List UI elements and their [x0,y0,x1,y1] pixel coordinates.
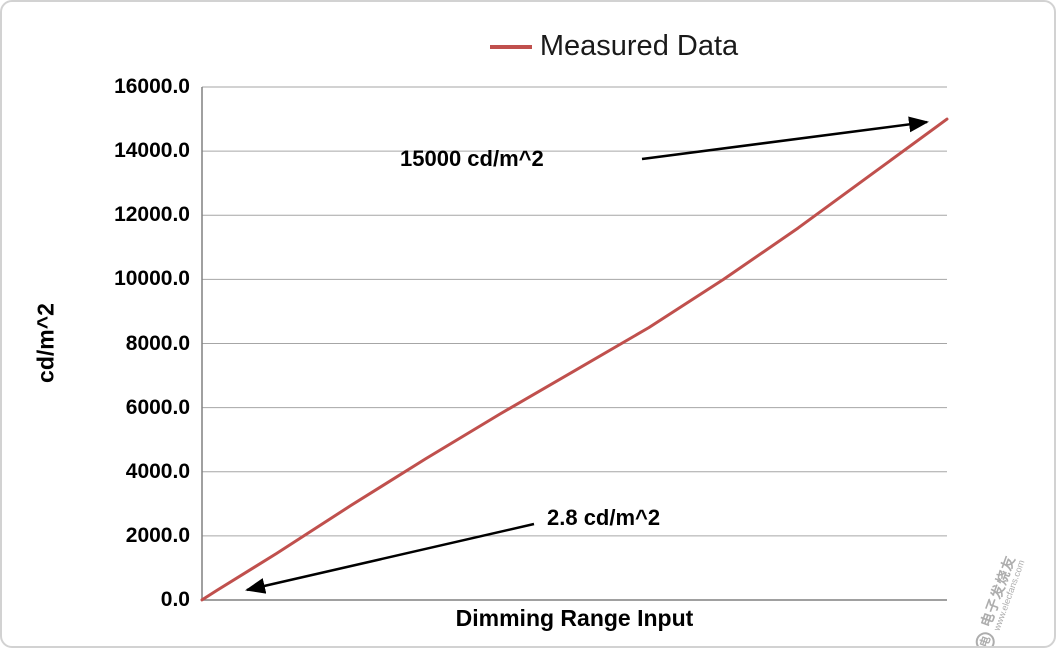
x-axis-title: Dimming Range Input [455,605,694,631]
annotation-min-luminance: 2.8 cd/m^2 [547,505,661,530]
y-tick-label: 10000.0 [114,267,190,291]
annotation-max-luminance: 15000 cd/m^2 [400,146,544,171]
legend-label: Measured Data [539,30,739,62]
y-tick-label: 6000.0 [125,395,190,419]
y-tick-label: 8000.0 [125,331,190,355]
y-tick-label: 4000.0 [125,459,190,483]
y-axis-tick-labels: 16000.0 14000.0 12000.0 10000.0 8000.0 6000.0… [2,75,190,611]
y-tick-label: 14000.0 [114,139,190,163]
y-tick-label: 2000.0 [125,523,190,547]
legend-line-marker [489,44,532,49]
watermark: 电 电子发烧友 www.elecfans.com [970,553,1027,646]
watermark-text: 电子发烧友 www.elecfans.com [978,553,1027,632]
y-tick-label: 0.0 [160,588,190,611]
y-tick-label: 16000.0 [114,75,190,98]
y-tick-label: 12000.0 [114,203,190,227]
legend: Measured Data [2,30,1054,63]
plot-area [200,86,949,602]
plot-svg [200,86,949,602]
watermark-logo-icon: 电 [972,629,997,646]
